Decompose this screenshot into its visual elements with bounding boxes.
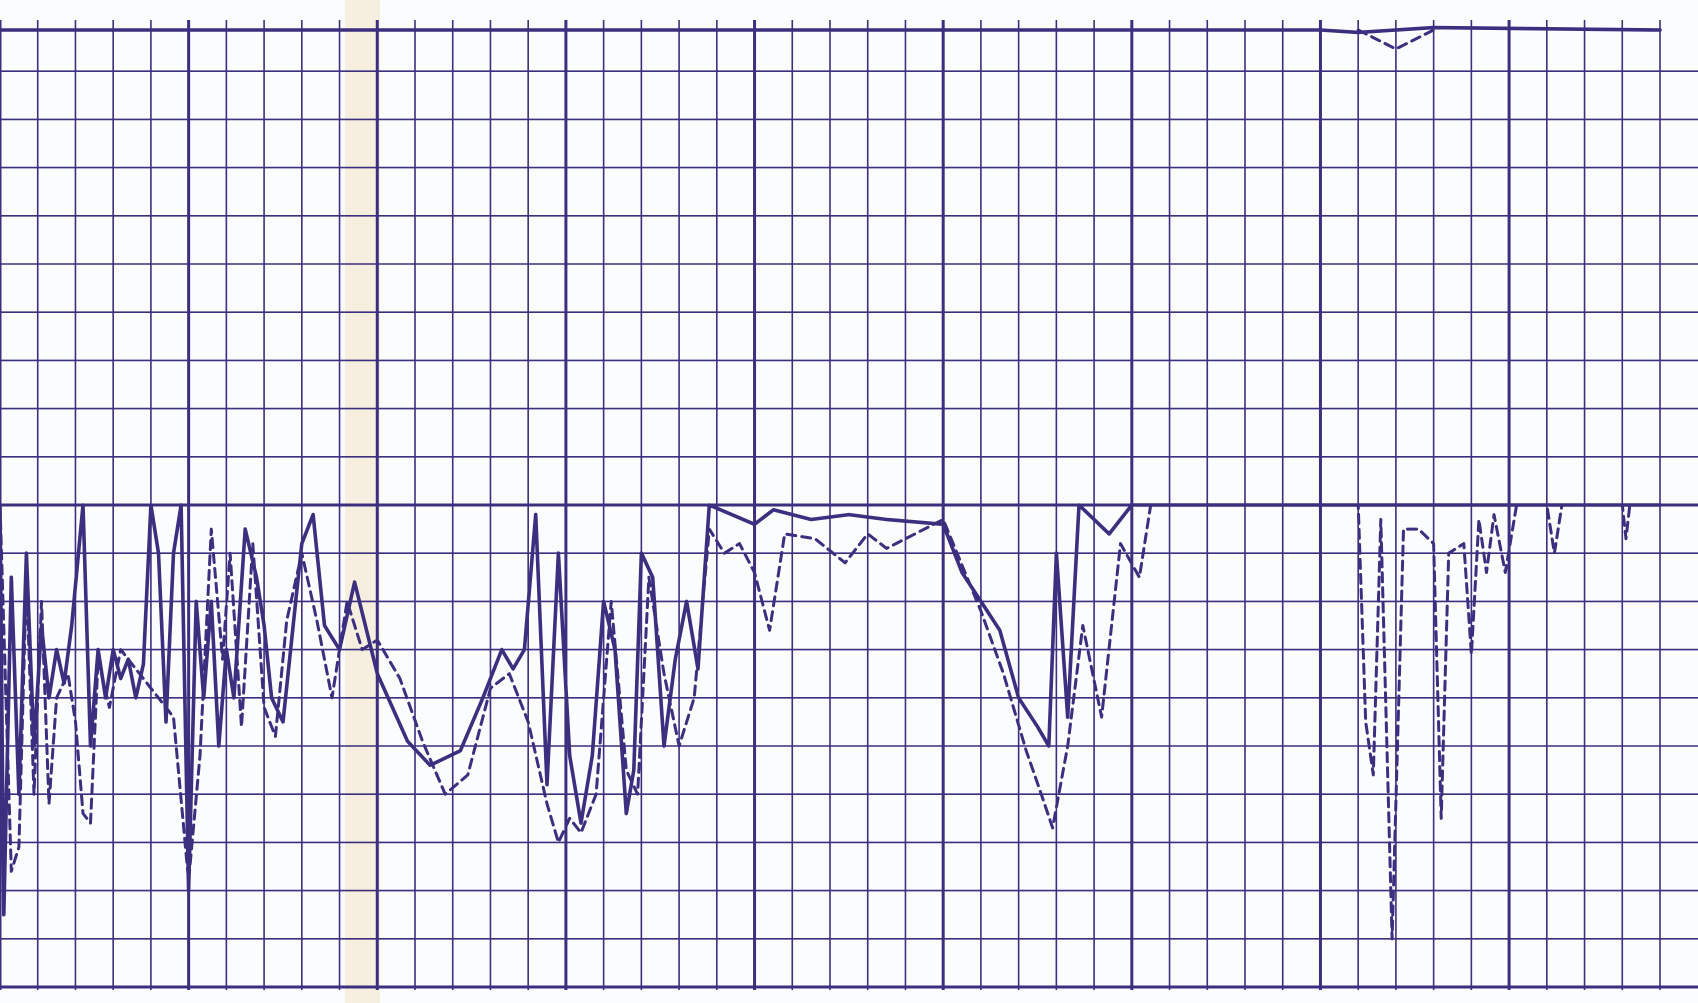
- chart-traces: [0, 25, 1662, 941]
- lower-dashed-trace: [0, 503, 1662, 941]
- upper-solid-trace: [0, 25, 1662, 35]
- lower-solid-trace: [0, 503, 1662, 917]
- upper-dashed-trace: [1356, 28, 1436, 51]
- chart-grid: [0, 20, 1698, 990]
- paper-seam-strip: [345, 0, 380, 1003]
